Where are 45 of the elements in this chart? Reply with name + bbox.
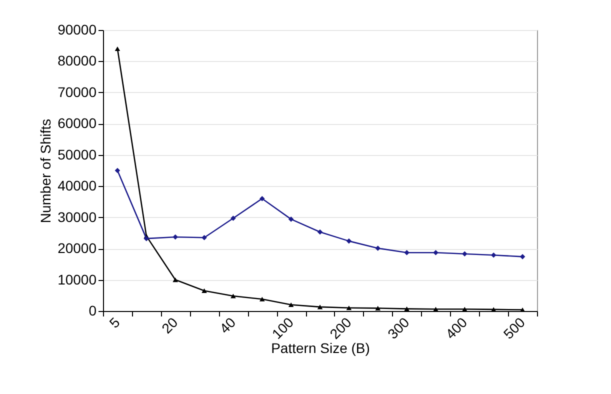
x-tick-label: 400 [442, 314, 470, 342]
point [172, 277, 178, 282]
y-tick-label: 10000 [58, 271, 97, 288]
point [259, 196, 265, 202]
point [433, 306, 438, 312]
point [490, 252, 496, 258]
y-tick-label: 90000 [58, 22, 97, 38]
point [230, 216, 236, 221]
point [230, 294, 236, 298]
point [404, 250, 410, 256]
point [317, 229, 323, 235]
y-tick-label: 20000 [58, 240, 97, 256]
point [520, 254, 526, 260]
x-tick-label: 300 [384, 314, 412, 342]
y-tick-label: 80000 [58, 52, 97, 69]
point [375, 306, 381, 310]
point [202, 288, 207, 293]
point [433, 250, 438, 256]
y-axis-title: Number of Shifts [38, 118, 54, 224]
point [375, 246, 381, 251]
point [462, 251, 468, 257]
point [202, 234, 207, 240]
point [404, 306, 410, 312]
y-tick-label: 60000 [58, 115, 97, 132]
point [317, 304, 323, 310]
point [259, 296, 265, 302]
point [346, 306, 352, 310]
x-tick-label: 20 [158, 314, 181, 336]
point [114, 168, 120, 174]
point [346, 238, 352, 244]
x-tick-label: 200 [326, 314, 355, 342]
y-tick-label: 50000 [58, 146, 97, 162]
y-tick-label: 30000 [58, 208, 97, 225]
x-axis-title: Pattern Size (B) [271, 340, 370, 356]
point [114, 46, 120, 52]
x-tick-label: 500 [500, 314, 528, 342]
y-tick-label: 0 [88, 302, 97, 318]
x-tick-label: 40 [216, 314, 239, 336]
y-tick-label: 70000 [58, 84, 97, 100]
y-tick-label: 40000 [58, 178, 97, 194]
point [288, 302, 294, 308]
x-tick-label: 100 [268, 314, 297, 342]
point [288, 216, 294, 222]
point [462, 306, 468, 312]
x-tick-label: 5 [106, 314, 124, 331]
